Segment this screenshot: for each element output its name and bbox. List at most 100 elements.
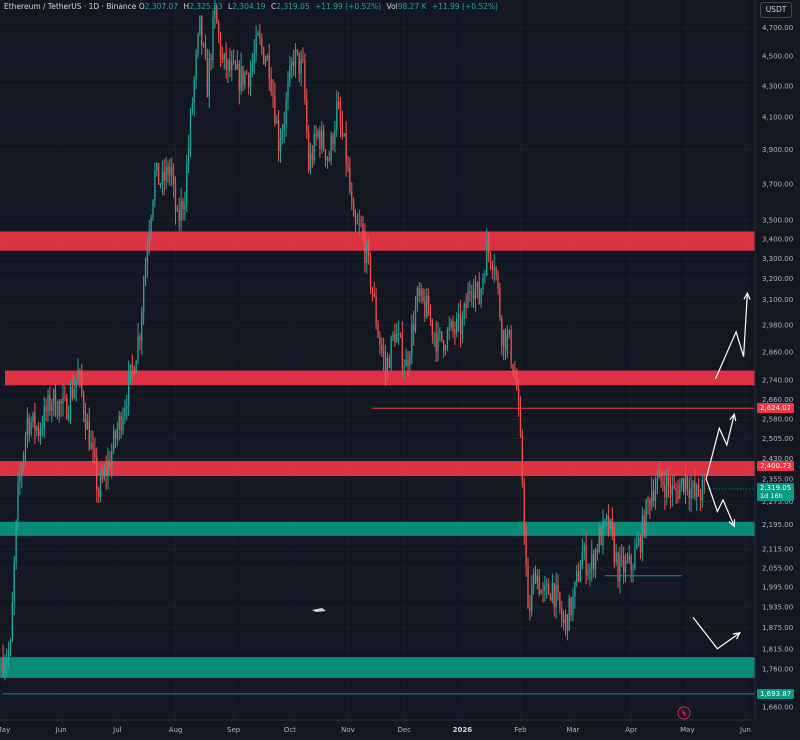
candle-body — [501, 318, 503, 347]
projection-arrowhead — [728, 519, 736, 528]
candle-body — [45, 405, 47, 412]
y-tick-label: 3,300.00 — [762, 255, 793, 263]
candle — [137, 323, 139, 365]
candle-body — [21, 466, 23, 477]
candle-body — [583, 545, 585, 552]
candle-body — [279, 140, 282, 151]
y-tick-label: 3,700.00 — [762, 180, 793, 188]
candle — [628, 545, 630, 565]
candle — [506, 325, 509, 358]
candle — [643, 509, 645, 539]
candle — [480, 287, 482, 308]
candle — [656, 468, 659, 495]
candle-body — [364, 235, 366, 263]
candle-body — [441, 331, 443, 341]
symbol-title[interactable]: Ethereum / TetherUS · 1D · Binance — [4, 2, 137, 11]
candle-body — [645, 499, 647, 536]
candle — [180, 187, 182, 233]
volume-label: Vol — [386, 2, 398, 11]
candle-body — [457, 313, 460, 319]
candle-body — [517, 389, 520, 407]
candle — [171, 157, 173, 187]
candle-body — [566, 614, 569, 631]
candle — [519, 396, 522, 438]
candle — [579, 559, 582, 583]
candle — [364, 223, 366, 273]
candle — [411, 314, 413, 365]
time-axis[interactable]: May Jun Jul Aug Sep Oct Nov Dec 2026 Feb Mar Apr May… — [0, 726, 751, 734]
candle-body — [611, 519, 614, 531]
candle-body — [161, 171, 164, 185]
candle — [606, 513, 608, 526]
candle-body — [88, 420, 90, 450]
candle-body — [300, 58, 302, 74]
candle-body — [169, 166, 171, 176]
candle-body — [302, 58, 304, 61]
candle-body — [589, 568, 591, 573]
candle — [403, 359, 405, 381]
x-tick-label: Dec — [397, 726, 411, 734]
candle-body — [617, 552, 619, 582]
candle-body — [253, 52, 255, 64]
candle-body — [596, 549, 599, 552]
candle — [649, 497, 651, 519]
candle — [686, 474, 689, 496]
price-axis[interactable]: 4,700.00 4,500.00 4,300.00 4,100.00 3,900.00… — [762, 24, 793, 711]
candle — [664, 470, 666, 511]
tradingview-logo-icon — [677, 706, 691, 720]
candle-body — [622, 556, 625, 573]
x-tick-label: May — [680, 726, 694, 734]
candle-body — [675, 488, 677, 491]
candle — [285, 91, 287, 137]
candle — [604, 518, 606, 529]
candle — [424, 289, 426, 323]
candle — [201, 15, 203, 55]
candle — [58, 398, 60, 423]
candle-body — [377, 323, 379, 338]
candle — [345, 121, 347, 177]
candle — [673, 473, 675, 490]
candle — [591, 540, 593, 582]
candle-body — [285, 99, 287, 125]
candle — [392, 331, 394, 341]
y-tick-label: 1,815.00 — [762, 645, 793, 653]
candle — [60, 399, 62, 418]
candle — [529, 595, 531, 621]
candle — [461, 310, 464, 344]
candle — [654, 476, 657, 510]
candle-body — [11, 601, 14, 642]
candle-body — [157, 162, 160, 185]
candle-body — [427, 295, 430, 317]
candle-body — [379, 337, 381, 346]
candle-body — [677, 490, 679, 499]
candle-body — [690, 487, 692, 499]
candle — [296, 49, 299, 56]
candle — [79, 368, 81, 388]
candle — [22, 450, 25, 472]
currency-unit-button[interactable]: USDT — [760, 2, 792, 18]
candle — [352, 197, 355, 217]
candle — [154, 162, 156, 208]
candle-body — [461, 318, 464, 334]
candle — [124, 399, 126, 424]
candle — [253, 39, 255, 75]
candle-body — [358, 223, 360, 225]
candle — [236, 50, 239, 70]
candle — [416, 285, 419, 312]
candle — [107, 447, 109, 489]
candle-body — [369, 255, 372, 288]
candle-body — [219, 34, 222, 59]
candle-body — [411, 323, 413, 356]
candle — [315, 125, 317, 146]
candle — [418, 282, 420, 303]
candle — [514, 360, 516, 380]
candle — [561, 601, 563, 628]
candle — [54, 383, 57, 417]
candle-body — [171, 166, 173, 176]
candle-body — [15, 520, 17, 563]
candle-body — [474, 287, 477, 299]
candle — [486, 228, 488, 277]
candle — [298, 52, 300, 83]
candle-body — [420, 289, 422, 296]
